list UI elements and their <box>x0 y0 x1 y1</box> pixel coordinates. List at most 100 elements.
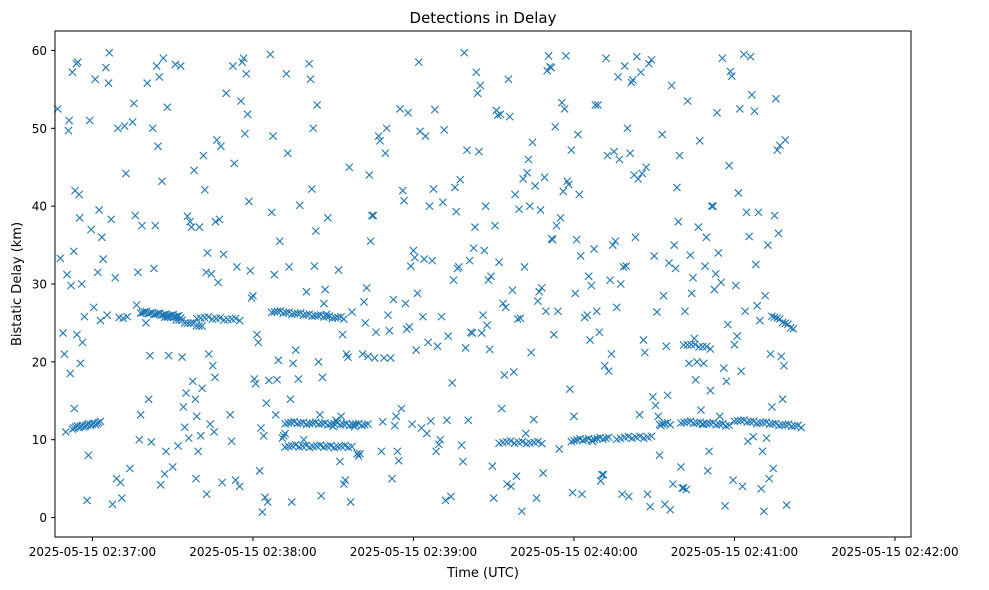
data-point <box>624 432 633 441</box>
data-point <box>781 135 790 144</box>
data-point <box>518 437 527 446</box>
data-point <box>132 301 141 310</box>
data-point <box>362 283 371 292</box>
data-point <box>73 58 82 67</box>
data-point <box>446 492 455 501</box>
data-point <box>751 260 760 269</box>
data-point <box>228 62 237 71</box>
data-point <box>480 246 489 255</box>
data-point <box>183 212 192 221</box>
data-point <box>214 278 223 287</box>
data-point <box>537 439 546 448</box>
data-point <box>252 330 261 339</box>
data-point <box>408 420 417 429</box>
data-point <box>283 149 292 158</box>
data-point <box>192 412 201 421</box>
data-point <box>397 404 406 413</box>
data-point <box>404 108 413 117</box>
data-point <box>215 215 224 224</box>
data-point <box>487 272 496 281</box>
data-point <box>282 69 291 78</box>
data-point <box>608 241 617 250</box>
y-tick-label: 10 <box>32 433 47 447</box>
data-point <box>267 208 276 217</box>
data-point <box>511 190 520 199</box>
data-point <box>367 211 376 220</box>
data-point <box>783 320 792 329</box>
data-point <box>754 208 763 217</box>
data-point <box>592 307 601 316</box>
data-point <box>135 435 144 444</box>
data-point <box>759 418 768 427</box>
data-point <box>188 377 197 386</box>
data-point <box>689 419 698 428</box>
data-point <box>735 104 744 113</box>
data-point <box>178 353 187 362</box>
data-point <box>442 416 451 425</box>
data-point <box>712 420 721 429</box>
data-point <box>314 420 323 429</box>
data-point <box>232 262 241 271</box>
data-point <box>117 494 126 503</box>
data-point <box>414 58 423 67</box>
data-point <box>274 356 283 365</box>
data-point <box>160 469 169 478</box>
data-point <box>358 350 367 359</box>
data-point <box>765 420 774 429</box>
data-point <box>682 485 691 494</box>
data-point <box>527 348 536 357</box>
data-point <box>668 480 677 489</box>
data-point <box>470 223 479 232</box>
data-point <box>382 124 391 133</box>
data-point <box>322 312 331 321</box>
data-point <box>309 124 318 133</box>
data-point <box>313 100 322 109</box>
data-point <box>93 268 102 277</box>
data-point <box>429 185 438 194</box>
data-point <box>583 311 592 320</box>
data-point <box>278 434 287 443</box>
data-point <box>279 431 288 440</box>
data-point <box>231 314 240 323</box>
data-point <box>691 340 700 349</box>
data-point <box>752 419 761 428</box>
data-point <box>436 435 445 444</box>
data-point <box>187 223 196 232</box>
data-point <box>523 168 532 177</box>
data-point <box>468 329 477 338</box>
data-point <box>176 62 185 71</box>
data-point <box>65 116 74 125</box>
data-point <box>602 54 611 63</box>
data-point <box>78 338 87 347</box>
data-point <box>604 367 613 376</box>
data-point <box>162 447 171 456</box>
data-point <box>372 328 380 337</box>
data-point <box>401 299 410 308</box>
data-point <box>726 67 735 76</box>
y-tick-label: 50 <box>32 122 47 136</box>
data-point <box>265 376 273 385</box>
data-point <box>255 466 264 475</box>
data-point <box>149 264 158 273</box>
data-point <box>398 186 407 195</box>
data-point <box>254 338 263 347</box>
data-point <box>477 329 486 338</box>
data-point <box>509 367 518 376</box>
data-point <box>299 435 308 444</box>
data-point <box>207 269 216 278</box>
data-point <box>733 416 742 425</box>
data-point <box>703 466 712 475</box>
data-point <box>552 221 561 230</box>
data-point <box>251 379 260 388</box>
data-point <box>693 418 701 427</box>
data-point <box>644 59 653 68</box>
data-point <box>614 72 623 81</box>
data-point <box>222 89 231 98</box>
x-tick-label: 2025-05-15 02:38:00 <box>189 545 316 559</box>
data-point <box>281 419 290 428</box>
data-point <box>190 166 199 175</box>
data-point <box>462 146 471 155</box>
data-point <box>559 187 568 196</box>
data-point <box>797 423 806 432</box>
data-point <box>164 351 173 360</box>
